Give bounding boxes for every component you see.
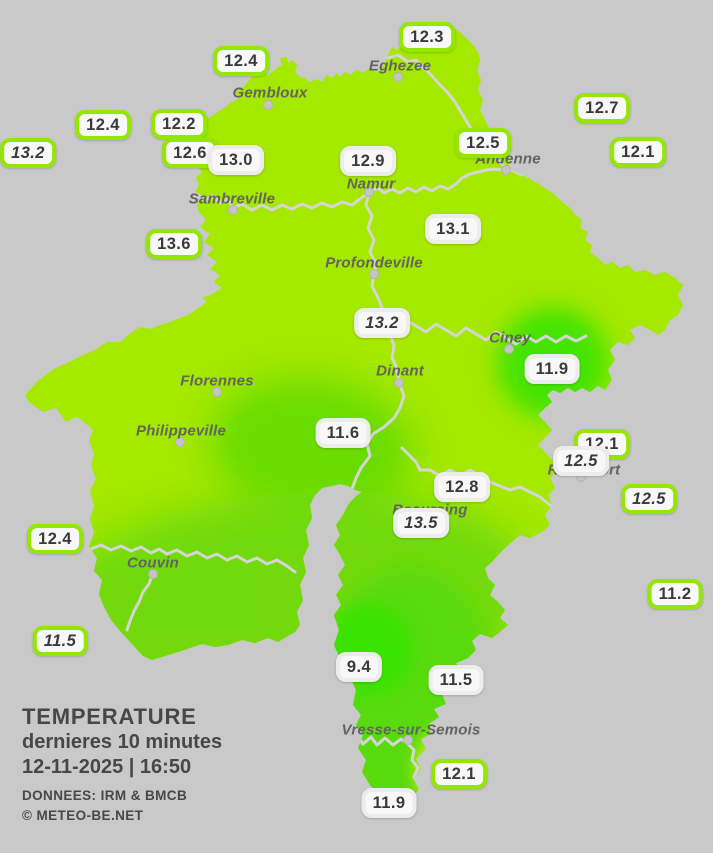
city-label: Profondeville <box>325 254 423 272</box>
river-meuse-north <box>367 167 524 195</box>
city-label: Vresse-sur-Semois <box>341 721 481 739</box>
station-temp-label: 12.2 <box>151 109 207 139</box>
city-dot <box>148 569 158 579</box>
station-temp-label: 12.3 <box>399 22 455 52</box>
city-dot <box>364 187 374 197</box>
river-bocq <box>384 318 588 346</box>
city-dot <box>228 205 238 215</box>
city-dot <box>369 269 379 279</box>
city-dot <box>403 735 413 745</box>
temp-blob-center-west <box>210 377 414 519</box>
station-temp-label: 11.2 <box>647 579 703 609</box>
station-temp-label: 12.5 <box>621 484 677 514</box>
map-datetime: 12-11-2025 | 16:50 <box>22 756 192 778</box>
city-label: Florennes <box>180 372 254 390</box>
station-temp-label: 12.4 <box>75 110 131 140</box>
city-dot <box>175 437 185 447</box>
station-temp-label: 12.9 <box>340 146 396 176</box>
station-temp-label: 9.4 <box>335 652 383 682</box>
city-dot <box>501 165 511 175</box>
river-semois <box>347 733 421 787</box>
map-title: TEMPERATURE <box>22 704 197 729</box>
copyright-note: © METEO-BE.NET <box>22 808 144 823</box>
city-label: Namur <box>346 175 396 193</box>
station-temp-label: 13.5 <box>393 508 449 538</box>
station-temp-label: 12.8 <box>434 472 490 502</box>
city-label: Gembloux <box>232 84 308 102</box>
city-dot <box>212 387 222 397</box>
city-label: Sambreville <box>188 190 276 208</box>
station-temp-label: 13.2 <box>354 308 410 338</box>
title-block: TEMPERATURE dernieres 10 minutes 12-11-2… <box>22 704 222 826</box>
station-temp-label: 13.0 <box>208 145 264 175</box>
city-label: Philippeville <box>135 422 227 440</box>
city-label: Dinant <box>376 362 424 380</box>
station-temp-label: 11.5 <box>428 665 484 695</box>
river-sambre <box>195 190 371 212</box>
city-dot <box>263 100 273 110</box>
station-temp-label: 13.6 <box>146 229 202 259</box>
station-temp-label: 13.1 <box>425 214 481 244</box>
river-couvin-south <box>125 571 155 632</box>
station-temp-label: 12.4 <box>27 524 83 554</box>
station-temp-label: 12.5 <box>455 128 511 158</box>
city-dot <box>504 344 514 354</box>
city-label: Ciney <box>489 329 531 347</box>
station-temp-label: 12.1 <box>610 137 666 167</box>
city-label: Eghezee <box>368 57 432 75</box>
station-temp-label: 13.2 <box>0 138 56 168</box>
station-temp-label: 12.1 <box>431 759 487 789</box>
station-temp-label: 12.7 <box>574 93 630 123</box>
station-temp-label: 11.6 <box>315 418 371 448</box>
station-temp-label: 12.5 <box>553 446 609 476</box>
city-dot <box>394 378 404 388</box>
station-temp-label: 11.9 <box>524 354 580 384</box>
station-temp-label: 11.5 <box>32 626 88 656</box>
river-eau-noire <box>89 543 297 574</box>
station-temp-label: 11.9 <box>361 788 417 818</box>
city-dot <box>393 72 403 82</box>
station-temp-label: 12.4 <box>213 46 269 76</box>
data-source: DONNEES: IRM & BMCB <box>22 788 188 803</box>
city-label: Couvin <box>126 554 180 572</box>
map-subtitle: dernieres 10 minutes <box>22 731 223 753</box>
